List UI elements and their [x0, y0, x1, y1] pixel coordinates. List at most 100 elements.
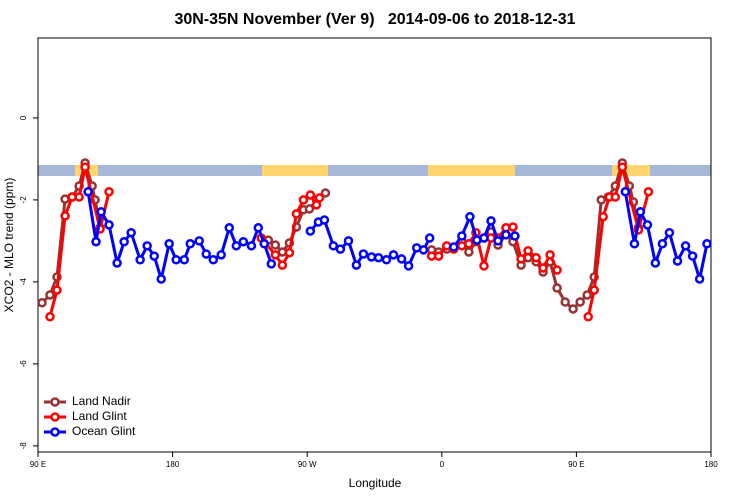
legend-label: Ocean Glint	[72, 424, 136, 438]
data-point	[589, 285, 599, 295]
data-point	[433, 251, 444, 261]
data-point	[201, 249, 211, 259]
data-point	[479, 261, 489, 271]
data-point	[270, 240, 281, 250]
data-point	[424, 233, 435, 243]
data-point	[156, 274, 166, 284]
x-tick-label: 90 E	[30, 460, 46, 469]
data-point	[672, 256, 683, 266]
data-point	[320, 188, 331, 198]
chart-title: 30N-35N November (Ver 9) 2014-09-06 to 2…	[174, 11, 575, 28]
data-point	[552, 283, 562, 293]
data-point	[650, 258, 661, 268]
data-point	[465, 211, 475, 222]
legend-marker	[50, 427, 60, 437]
data-point	[560, 297, 570, 307]
data-point	[687, 251, 698, 261]
data-point	[335, 244, 346, 254]
data-point	[418, 245, 429, 255]
land-band	[262, 165, 328, 176]
data-point	[91, 236, 101, 247]
data-point	[74, 192, 84, 202]
data-point	[617, 162, 628, 172]
data-point	[246, 241, 257, 251]
data-point	[298, 195, 309, 205]
data-point	[266, 259, 277, 269]
data-point	[464, 239, 474, 249]
data-point	[479, 233, 489, 243]
data-point	[314, 193, 325, 203]
data-point	[598, 211, 608, 222]
data-point	[164, 239, 174, 249]
data-point	[83, 186, 93, 197]
data-point	[149, 251, 159, 261]
data-point	[449, 242, 459, 252]
data-point	[179, 255, 190, 265]
data-point	[583, 311, 593, 322]
data-point	[538, 263, 548, 273]
data-point	[37, 298, 47, 308]
data-point	[510, 231, 520, 241]
data-point	[112, 258, 122, 268]
x-tick-label: 0	[440, 460, 445, 469]
data-point	[171, 255, 181, 265]
data-point	[620, 186, 631, 197]
data-point	[253, 223, 264, 233]
y-tick-label: -2	[19, 196, 28, 204]
data-point	[457, 231, 467, 241]
plot-frame	[37, 37, 712, 453]
land-band	[428, 165, 515, 176]
data-point	[373, 252, 384, 263]
data-point	[486, 216, 496, 226]
x-axis-label: Longitude	[349, 476, 402, 490]
y-tick-label: -8	[19, 442, 28, 450]
data-point	[575, 297, 585, 307]
data-point	[231, 241, 242, 251]
data-point	[582, 290, 592, 300]
data-point	[464, 247, 474, 257]
data-point	[284, 248, 295, 258]
legend-label: Land Glint	[72, 409, 127, 423]
data-point	[52, 285, 62, 295]
y-tick-label: 0	[19, 115, 28, 120]
data-point	[381, 255, 392, 265]
data-point	[343, 236, 354, 246]
legend-marker	[50, 412, 60, 422]
data-point	[277, 260, 288, 270]
data-point	[610, 192, 621, 202]
x-tick-label: 90 W	[298, 460, 317, 469]
data-point	[508, 222, 518, 232]
legend-label: Land Nadir	[72, 394, 131, 408]
x-tick-label: 180	[704, 460, 718, 469]
data-point	[396, 254, 407, 264]
y-tick-label: -4	[19, 278, 28, 286]
land-ocean-strip	[38, 165, 711, 176]
data-point	[403, 261, 414, 271]
data-point	[60, 211, 70, 221]
data-point	[545, 250, 555, 260]
data-point	[664, 227, 675, 238]
data-point	[135, 255, 145, 265]
data-point	[270, 250, 281, 260]
legend-marker	[50, 397, 60, 407]
data-point	[388, 250, 399, 260]
x-tick-label: 90 E	[568, 460, 584, 469]
data-point	[305, 190, 316, 200]
data-point	[351, 260, 362, 270]
data-point	[328, 241, 339, 251]
data-point	[126, 227, 136, 238]
data-point	[643, 186, 654, 197]
y-axis-label: XCO2 - MLO trend (ppm)	[2, 178, 16, 313]
land-band	[612, 165, 650, 176]
data-point	[568, 304, 578, 314]
data-point	[142, 241, 152, 251]
data-point	[552, 265, 562, 275]
data-point	[96, 207, 106, 217]
data-point	[516, 254, 526, 264]
data-point	[194, 236, 204, 246]
data-point	[501, 230, 511, 240]
data-point	[45, 311, 55, 322]
data-point	[629, 239, 640, 249]
data-point	[358, 249, 369, 259]
data-point	[216, 250, 226, 260]
